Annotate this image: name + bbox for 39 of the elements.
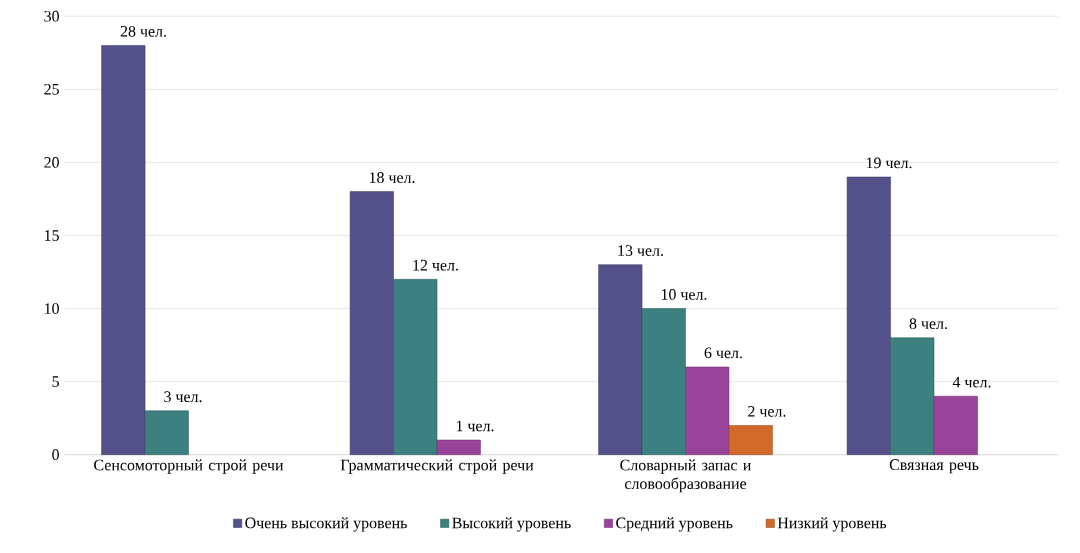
data-label: 4 чел. [952, 376, 991, 388]
bar [933, 395, 978, 455]
data-label: 1 чел. [456, 420, 494, 432]
legend-label: Низкий уровень [777, 517, 887, 532]
data-label: 8 чел. [909, 318, 947, 330]
bar [890, 337, 935, 455]
legend-label: Очень высокий уровень [245, 517, 407, 532]
data-label: 3 чел. [164, 391, 202, 403]
y-tick-label: 5 [52, 376, 59, 387]
x-tick-label: Сенсомоторный строй речи [94, 459, 284, 474]
y-tick-label: 20 [44, 157, 59, 168]
legend-label: Средний уровень [616, 517, 733, 532]
x-tick-label: Словарный запас и словообразование [620, 459, 751, 493]
data-label: 2 чел. [748, 406, 786, 417]
bar [349, 191, 394, 455]
bar [598, 264, 643, 455]
data-label: 19 чел. [866, 157, 912, 169]
data-label: 12 чел. [413, 259, 458, 271]
bar [685, 366, 730, 455]
y-tick-label: 10 [45, 303, 59, 314]
y-tick-label: 0 [52, 449, 59, 461]
data-label: 13 чел. [618, 245, 663, 257]
data-label: 10 чел. [661, 289, 707, 300]
bar [393, 279, 438, 455]
y-tick-label: 15 [45, 230, 59, 241]
legend-label: Высокий уровень [452, 517, 571, 532]
bar [144, 410, 189, 455]
bar [846, 176, 891, 455]
bar [641, 308, 686, 455]
y-tick-label: 25 [44, 83, 59, 95]
x-tick-label: Грамматический строй речи [340, 459, 534, 474]
data-label: 6 чел. [704, 347, 742, 359]
y-tick-label: 30 [44, 10, 59, 22]
bar [728, 425, 773, 455]
data-label: 18 чел. [369, 172, 415, 183]
data-label: 28 чел. [120, 26, 166, 37]
bar [101, 45, 146, 455]
bar [436, 439, 481, 455]
x-tick-label: Связная речь [889, 459, 979, 474]
